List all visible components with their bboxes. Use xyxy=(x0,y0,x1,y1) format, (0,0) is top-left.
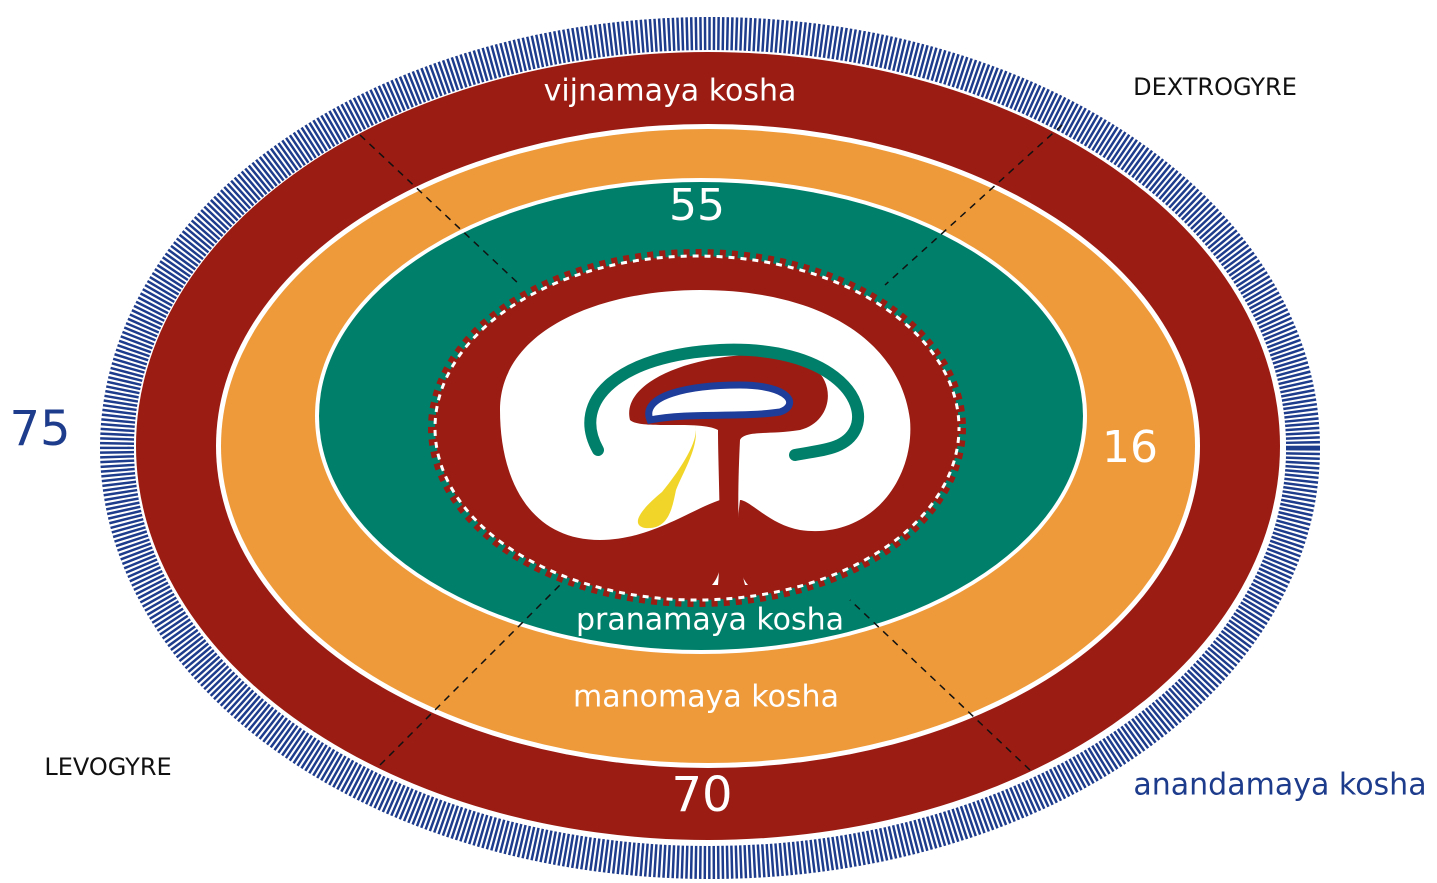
label-70: 70 xyxy=(671,767,732,823)
label-75: 75 xyxy=(9,401,70,457)
label-levogyre: LEVOGYRE xyxy=(44,753,171,781)
label-dextrogyre: DEXTROGYRE xyxy=(1133,73,1297,101)
label-manomaya: manomaya kosha xyxy=(573,680,839,715)
label-anandamaya: anandamaya kosha xyxy=(1133,768,1426,803)
label-16: 16 xyxy=(1102,422,1158,473)
label-55: 55 xyxy=(669,180,725,231)
kosha-diagram: vijnamaya kosha DEXTROGYRE 55 75 16 pran… xyxy=(0,0,1437,883)
label-vijnamaya: vijnamaya kosha xyxy=(544,74,797,109)
label-pranamaya: pranamaya kosha xyxy=(576,603,844,638)
